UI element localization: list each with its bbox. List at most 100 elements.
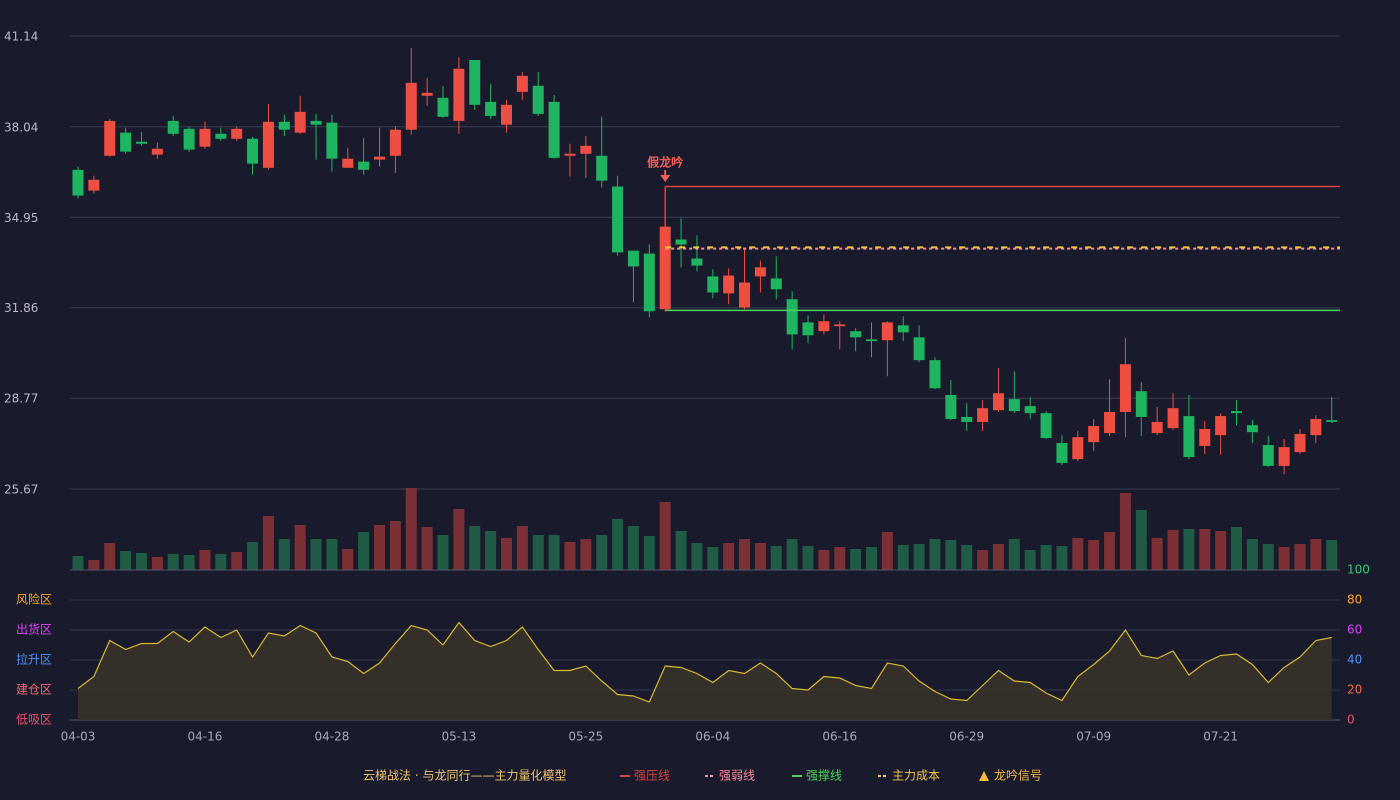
volume-bar: [834, 547, 846, 570]
candle-body: [310, 120, 322, 125]
candle-body: [1262, 445, 1274, 466]
candle-body: [754, 267, 766, 277]
x-tick-label: 07-09: [1076, 730, 1111, 744]
volume-bar: [1310, 539, 1322, 570]
volume-bar: [1326, 540, 1338, 570]
candle-body: [739, 282, 751, 308]
candle-body: [627, 250, 639, 267]
area-fill: [78, 622, 1332, 720]
candle-body: [992, 393, 1004, 411]
volume-bar: [183, 555, 195, 570]
x-tick-label: 04-28: [314, 730, 349, 744]
candle-body: [643, 253, 655, 312]
legend-label: 龙吟信号: [994, 768, 1042, 783]
candle-body: [612, 186, 624, 253]
legend-label: 强压线: [634, 769, 670, 783]
candle-body: [913, 337, 925, 361]
volume-bar: [1231, 527, 1243, 570]
volume-bar: [1104, 532, 1116, 570]
candle-body: [818, 321, 830, 332]
volume-bar: [1024, 550, 1036, 570]
candle-body: [72, 169, 84, 196]
volume-bar: [421, 527, 433, 570]
signal-arrow: [660, 175, 671, 182]
candle-body: [929, 360, 941, 389]
volume-bar: [802, 546, 814, 570]
volume-bar: [358, 532, 370, 570]
candle-body: [1151, 421, 1163, 434]
candle-body: [961, 416, 973, 422]
volume-bar: [374, 525, 386, 570]
candle-body: [691, 258, 703, 266]
candle-body: [469, 60, 481, 105]
candle-body: [120, 132, 132, 152]
candle-body: [485, 101, 497, 116]
volume-bar: [913, 544, 925, 570]
x-tick-label: 05-25: [568, 730, 603, 744]
legend-label: 主力成本: [892, 769, 940, 783]
candle-body: [1310, 419, 1322, 436]
volume-bar: [881, 532, 893, 570]
candle-body: [977, 408, 989, 422]
candle-body: [1183, 416, 1195, 458]
volume-bar: [104, 543, 116, 570]
candle-body: [723, 275, 735, 294]
volume-bar: [612, 519, 624, 570]
candle-body: [1040, 413, 1052, 439]
volume-bar: [850, 549, 862, 570]
candle-body: [532, 85, 544, 114]
y-tick-label: 38.04: [4, 120, 38, 134]
volume-bar: [405, 488, 417, 570]
candle-body: [1056, 443, 1068, 463]
candle-body: [1088, 426, 1100, 443]
volume-bar: [1183, 529, 1195, 570]
candle-body: [596, 155, 608, 181]
volume-bar: [326, 539, 338, 570]
volume-bar: [977, 550, 989, 570]
volume-bar: [1119, 493, 1131, 570]
candle-body: [278, 121, 290, 130]
volume-bar: [72, 556, 84, 570]
volume-bar: [437, 535, 449, 570]
candle-body: [1246, 425, 1258, 433]
volume-bar: [1278, 547, 1290, 570]
candle-body: [342, 158, 354, 168]
volume-bar: [262, 516, 274, 570]
candle-body: [1008, 399, 1020, 412]
candle-body: [405, 82, 417, 130]
volume-bar: [1199, 529, 1211, 570]
candle-body: [548, 101, 560, 158]
candle-body: [897, 325, 909, 333]
y-tick-label: 25.67: [4, 483, 38, 497]
candle-body: [1215, 416, 1227, 436]
volume-bar: [1262, 544, 1274, 570]
y-tick-label: 20: [1347, 683, 1362, 697]
y-tick-label: 40: [1347, 653, 1362, 667]
volume-bar: [1088, 540, 1100, 570]
candle-body: [1167, 408, 1179, 429]
volume-bar: [675, 531, 687, 570]
volume-bar: [770, 546, 782, 570]
volume-bar: [151, 557, 163, 570]
zone-label: 风险区: [16, 592, 52, 607]
zone-label: 建仓区: [16, 683, 52, 697]
x-tick-label: 04-03: [61, 730, 96, 744]
candle-body: [945, 395, 957, 420]
volume-bar: [215, 554, 227, 570]
volume-bar: [866, 547, 877, 570]
y-tick-label: 0: [1347, 713, 1355, 727]
candle-body: [358, 161, 370, 170]
volume-bar: [453, 509, 465, 570]
candle-body: [294, 111, 306, 133]
volume-bar: [818, 550, 830, 570]
candle-body: [802, 322, 814, 336]
x-tick-label: 04-16: [188, 730, 223, 744]
y-tick-label: 41.14: [4, 30, 38, 44]
y-tick-label: 60: [1347, 623, 1362, 637]
volume-bar: [199, 550, 211, 570]
candle-body: [707, 276, 719, 293]
y-tick-label: 80: [1347, 593, 1362, 607]
candle-body: [167, 120, 179, 134]
candle-body: [580, 145, 592, 154]
